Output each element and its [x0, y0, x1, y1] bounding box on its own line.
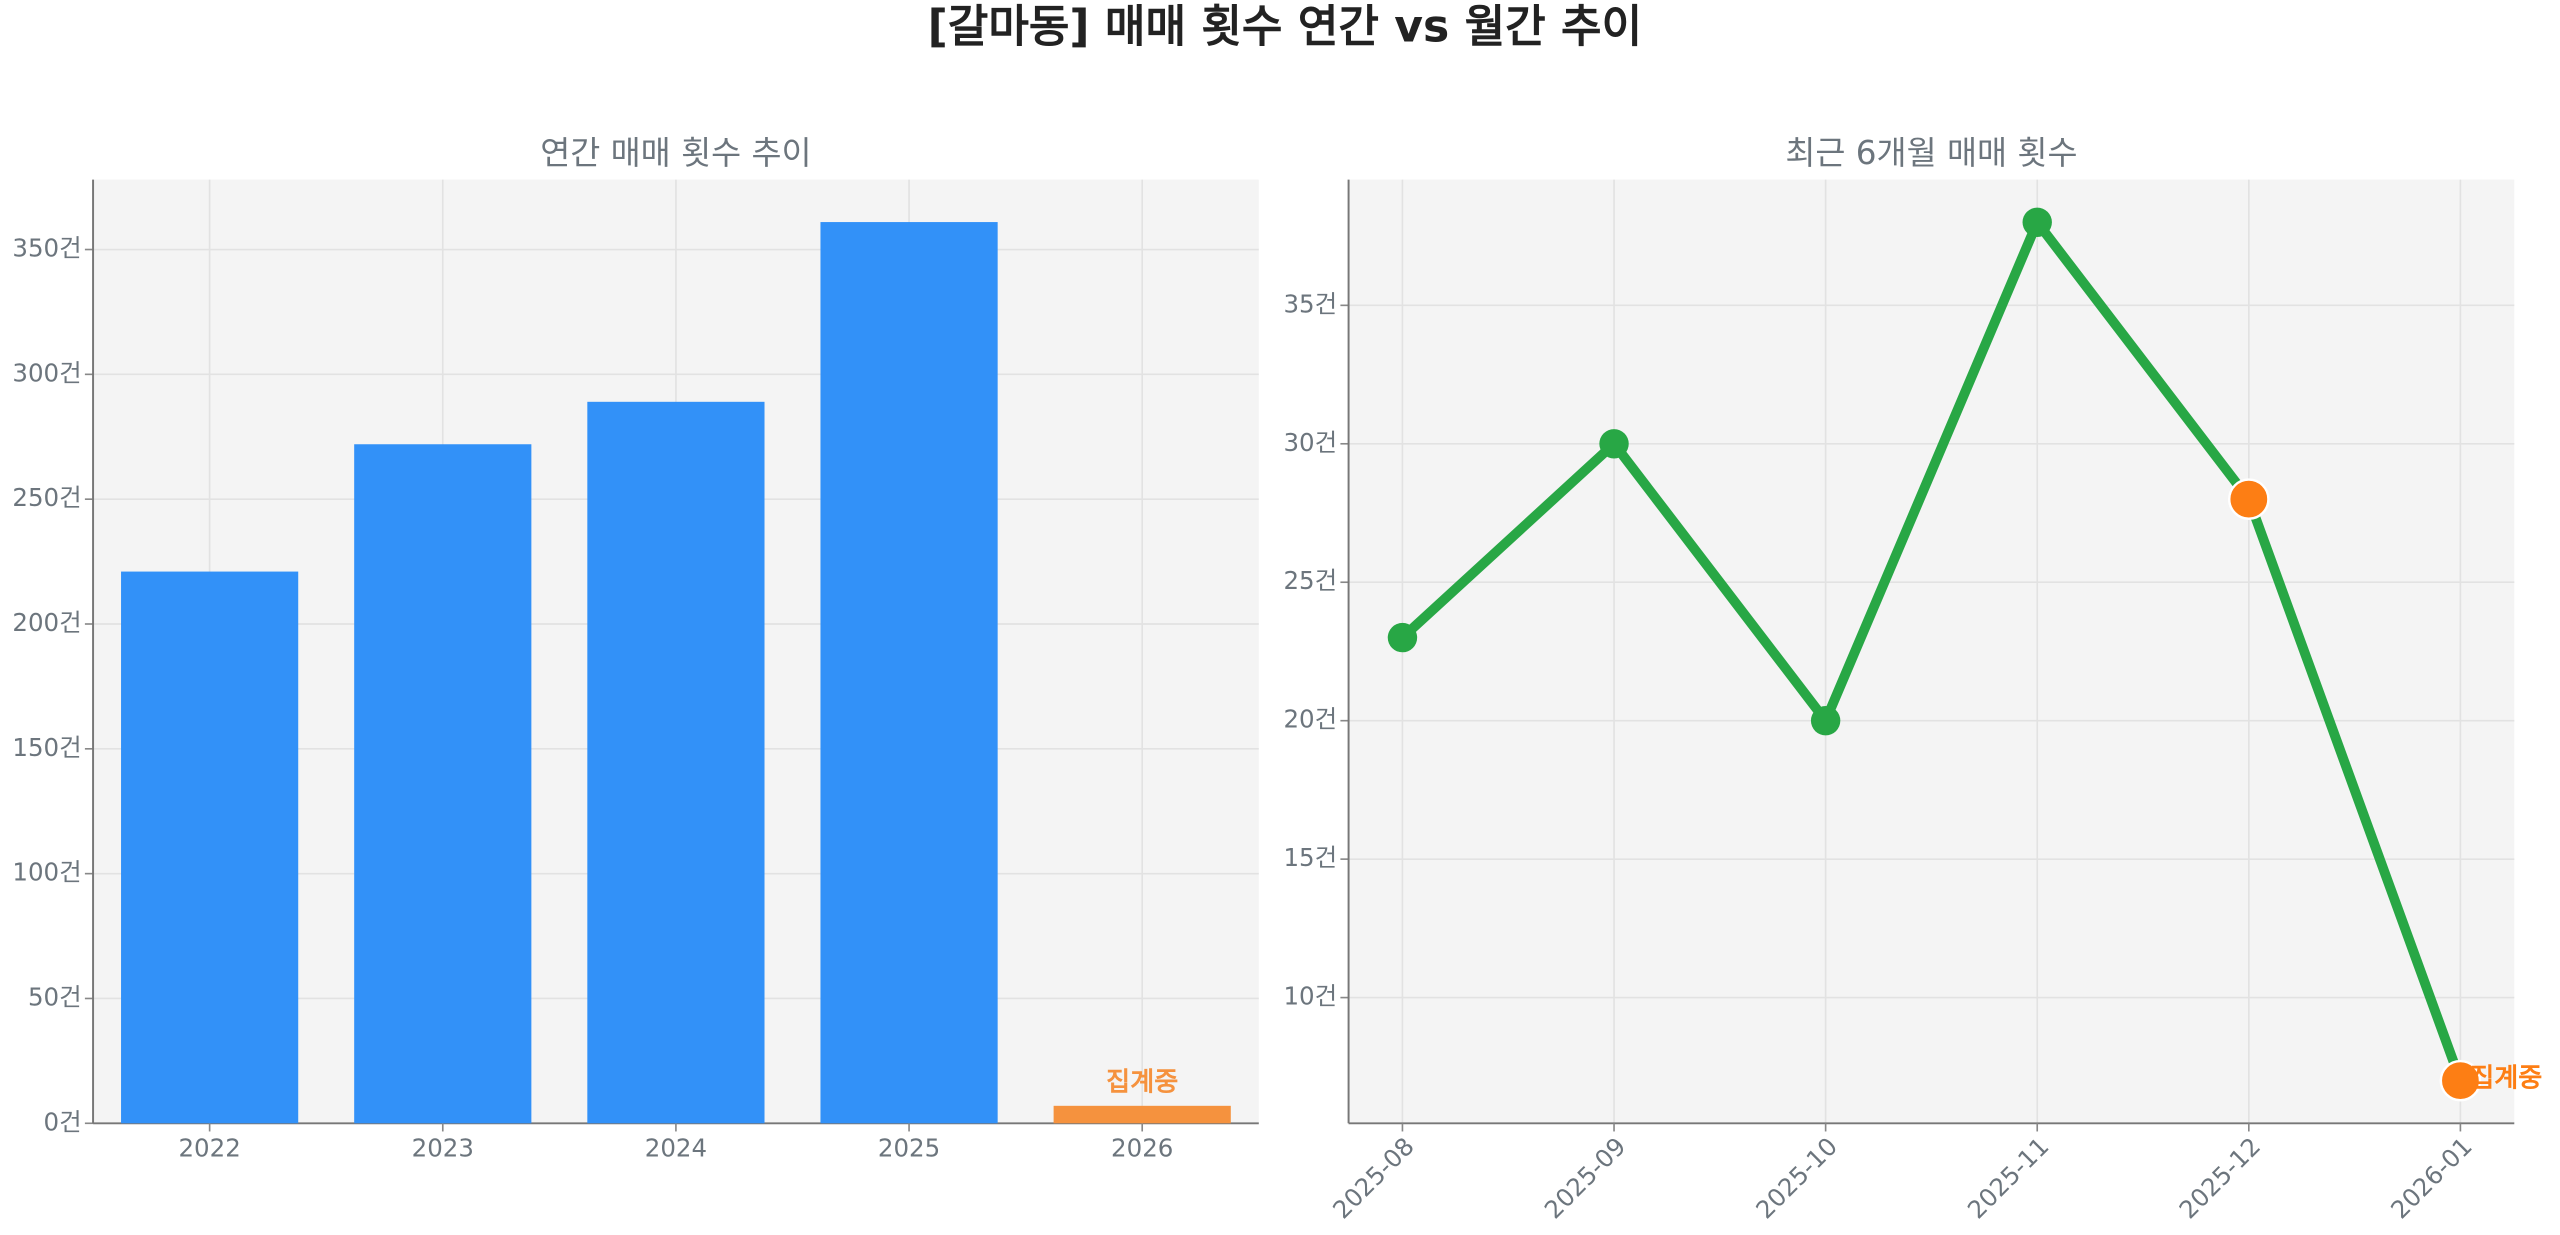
line — [1399, 217, 2466, 1083]
y-tick-label: 350건 — [12, 234, 81, 263]
marker — [1387, 622, 1418, 653]
marker — [1599, 429, 1629, 459]
y-tick-label: 300건 — [12, 358, 81, 387]
figure-title: [갈마동] 매매 횟수 연간 vs 월간 추이 — [928, 1, 1643, 52]
x-tick-label: 2024 — [645, 1133, 707, 1162]
x-tick-label: 2025-08 — [1327, 1132, 1420, 1225]
y-tick-label: 10건 — [1283, 982, 1337, 1011]
bar — [820, 222, 998, 1124]
bar — [1053, 1105, 1231, 1124]
marker — [2228, 478, 2270, 520]
y-tick-label: 25건 — [1283, 566, 1337, 595]
chart-title: 최근 6개월 매매 횟수 — [1785, 134, 2077, 172]
x-tick-label: 2025 — [878, 1133, 940, 1162]
bar — [121, 571, 299, 1124]
y-tick-label: 200건 — [12, 608, 81, 637]
y-tick-label: 35건 — [1283, 289, 1337, 318]
y-tick-label: 150건 — [12, 733, 81, 762]
x-tick-label: 2026 — [1111, 1133, 1173, 1162]
x-tick-label: 2025-12 — [2173, 1132, 2266, 1225]
x-tick-label: 2025-09 — [1539, 1132, 1632, 1225]
annotation: 집계중 — [1106, 1067, 1178, 1097]
marker — [1810, 705, 1841, 736]
y-tick-label: 250건 — [12, 483, 81, 512]
y-tick-label: 20건 — [1283, 705, 1337, 734]
y-tick-label: 50건 — [28, 982, 82, 1011]
y-tick-label: 0건 — [44, 1107, 82, 1136]
bar — [587, 401, 765, 1124]
chart-title: 연간 매매 횟수 추이 — [540, 134, 811, 172]
bar — [354, 444, 532, 1124]
x-tick-label: 2025-10 — [1750, 1132, 1843, 1225]
x-tick-label: 2022 — [178, 1133, 240, 1162]
x-tick-label: 2025-11 — [1962, 1132, 2055, 1225]
marker — [2439, 1059, 2482, 1102]
x-tick-label: 2026-01 — [2385, 1132, 2478, 1225]
annotation: 집계중 — [2470, 1064, 2542, 1094]
y-tick-label: 100건 — [12, 858, 81, 887]
y-tick-label: 15건 — [1283, 843, 1337, 872]
x-tick-label: 2023 — [412, 1133, 474, 1162]
plot-area — [1348, 179, 2515, 1124]
marker — [2022, 207, 2052, 237]
y-tick-label: 30건 — [1283, 428, 1337, 457]
